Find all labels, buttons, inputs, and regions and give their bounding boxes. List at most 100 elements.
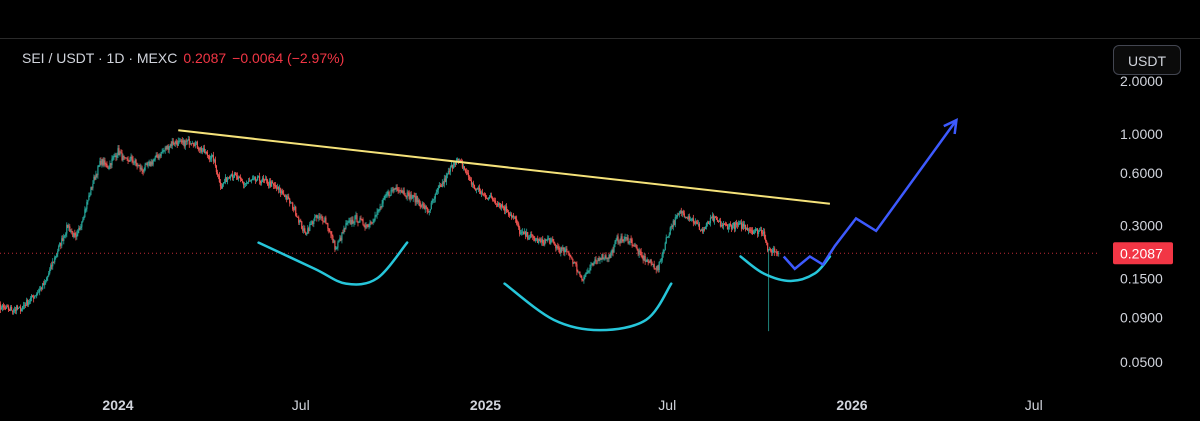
candle-body	[141, 167, 143, 171]
candle-body	[493, 200, 496, 202]
candle-body	[215, 165, 218, 173]
candle	[738, 220, 741, 225]
candle-body	[65, 233, 67, 236]
candle-body	[266, 178, 268, 181]
candle-body	[575, 262, 577, 265]
candle	[249, 179, 252, 182]
candle-body	[78, 227, 80, 231]
candle	[571, 256, 573, 260]
candle-body	[62, 238, 64, 241]
candle	[274, 182, 276, 189]
candle-body	[120, 152, 122, 154]
candle	[93, 174, 95, 184]
candle	[223, 178, 226, 184]
candle	[744, 224, 747, 232]
candle	[449, 165, 451, 176]
candle-body	[268, 184, 270, 186]
candle	[54, 255, 56, 265]
candle-body	[360, 218, 362, 220]
candle-body	[344, 228, 346, 229]
candle-body	[650, 259, 652, 265]
currency-button[interactable]: USDT	[1113, 45, 1181, 75]
candle-body	[638, 250, 640, 255]
candle-body	[523, 231, 525, 234]
candle	[126, 157, 128, 161]
candle	[685, 216, 687, 219]
candle	[169, 143, 171, 148]
candle-body	[86, 202, 88, 209]
symbol-info[interactable]: SEI / USDT · 1D · MEXC	[22, 50, 178, 66]
candle	[464, 168, 467, 174]
candle-body	[48, 273, 50, 276]
candle-body	[18, 306, 21, 308]
candle-body	[722, 223, 725, 227]
candle-body	[79, 227, 81, 229]
candle	[360, 215, 362, 221]
candle-body	[547, 238, 549, 240]
candle	[325, 215, 327, 225]
candle	[560, 247, 562, 257]
candle-body	[552, 239, 554, 242]
candle	[626, 234, 628, 241]
candle	[237, 175, 240, 182]
candle	[362, 217, 364, 226]
candle	[290, 200, 292, 204]
candle	[225, 177, 228, 183]
candle-body	[500, 204, 503, 208]
candle	[586, 269, 588, 275]
candle	[710, 216, 713, 219]
candle-body	[319, 216, 321, 218]
candle-body	[758, 231, 760, 235]
candle	[489, 192, 492, 198]
candle	[345, 220, 347, 230]
symbol-header[interactable]: SEI / USDT · 1D · MEXC 0.2087 −0.0064 (−…	[22, 50, 344, 66]
candle-body	[331, 234, 333, 236]
candle-body	[430, 202, 432, 210]
candle	[31, 294, 33, 302]
candle	[376, 208, 378, 219]
candle	[86, 199, 88, 212]
candle	[572, 258, 574, 267]
candle	[507, 209, 510, 217]
candle-body	[535, 239, 537, 241]
candle-body	[287, 196, 289, 200]
candle-body	[519, 227, 521, 234]
candle-body	[320, 216, 322, 218]
candle-body	[70, 231, 72, 232]
candle	[150, 158, 152, 167]
candle-body	[752, 231, 755, 234]
candle-body	[444, 178, 446, 182]
candle	[524, 228, 526, 235]
candle	[346, 220, 348, 226]
candle-body	[290, 202, 292, 204]
candle-body	[302, 228, 304, 231]
candle-body	[411, 198, 413, 199]
candle-body	[69, 226, 71, 232]
candle	[147, 161, 149, 169]
candle-body	[467, 173, 470, 177]
candle	[294, 204, 296, 211]
candle-body	[590, 264, 592, 269]
candle	[135, 158, 137, 167]
resistance-trendline	[178, 129, 831, 205]
candle	[432, 198, 434, 204]
candle	[7, 304, 10, 313]
candle-body	[465, 171, 468, 173]
candle-body	[526, 232, 528, 237]
candle	[245, 180, 248, 187]
candle	[252, 175, 255, 181]
candle-body	[393, 188, 395, 191]
candle-body	[68, 226, 70, 228]
candle-body	[106, 163, 108, 168]
candle-body	[422, 203, 424, 205]
candle	[74, 229, 76, 238]
candle-body	[318, 216, 320, 218]
candle	[270, 178, 272, 188]
candle-body	[625, 237, 627, 239]
candle	[313, 218, 315, 228]
candle-body	[253, 177, 256, 179]
candle	[657, 264, 659, 273]
candle	[105, 162, 107, 168]
candle-body	[602, 254, 604, 260]
